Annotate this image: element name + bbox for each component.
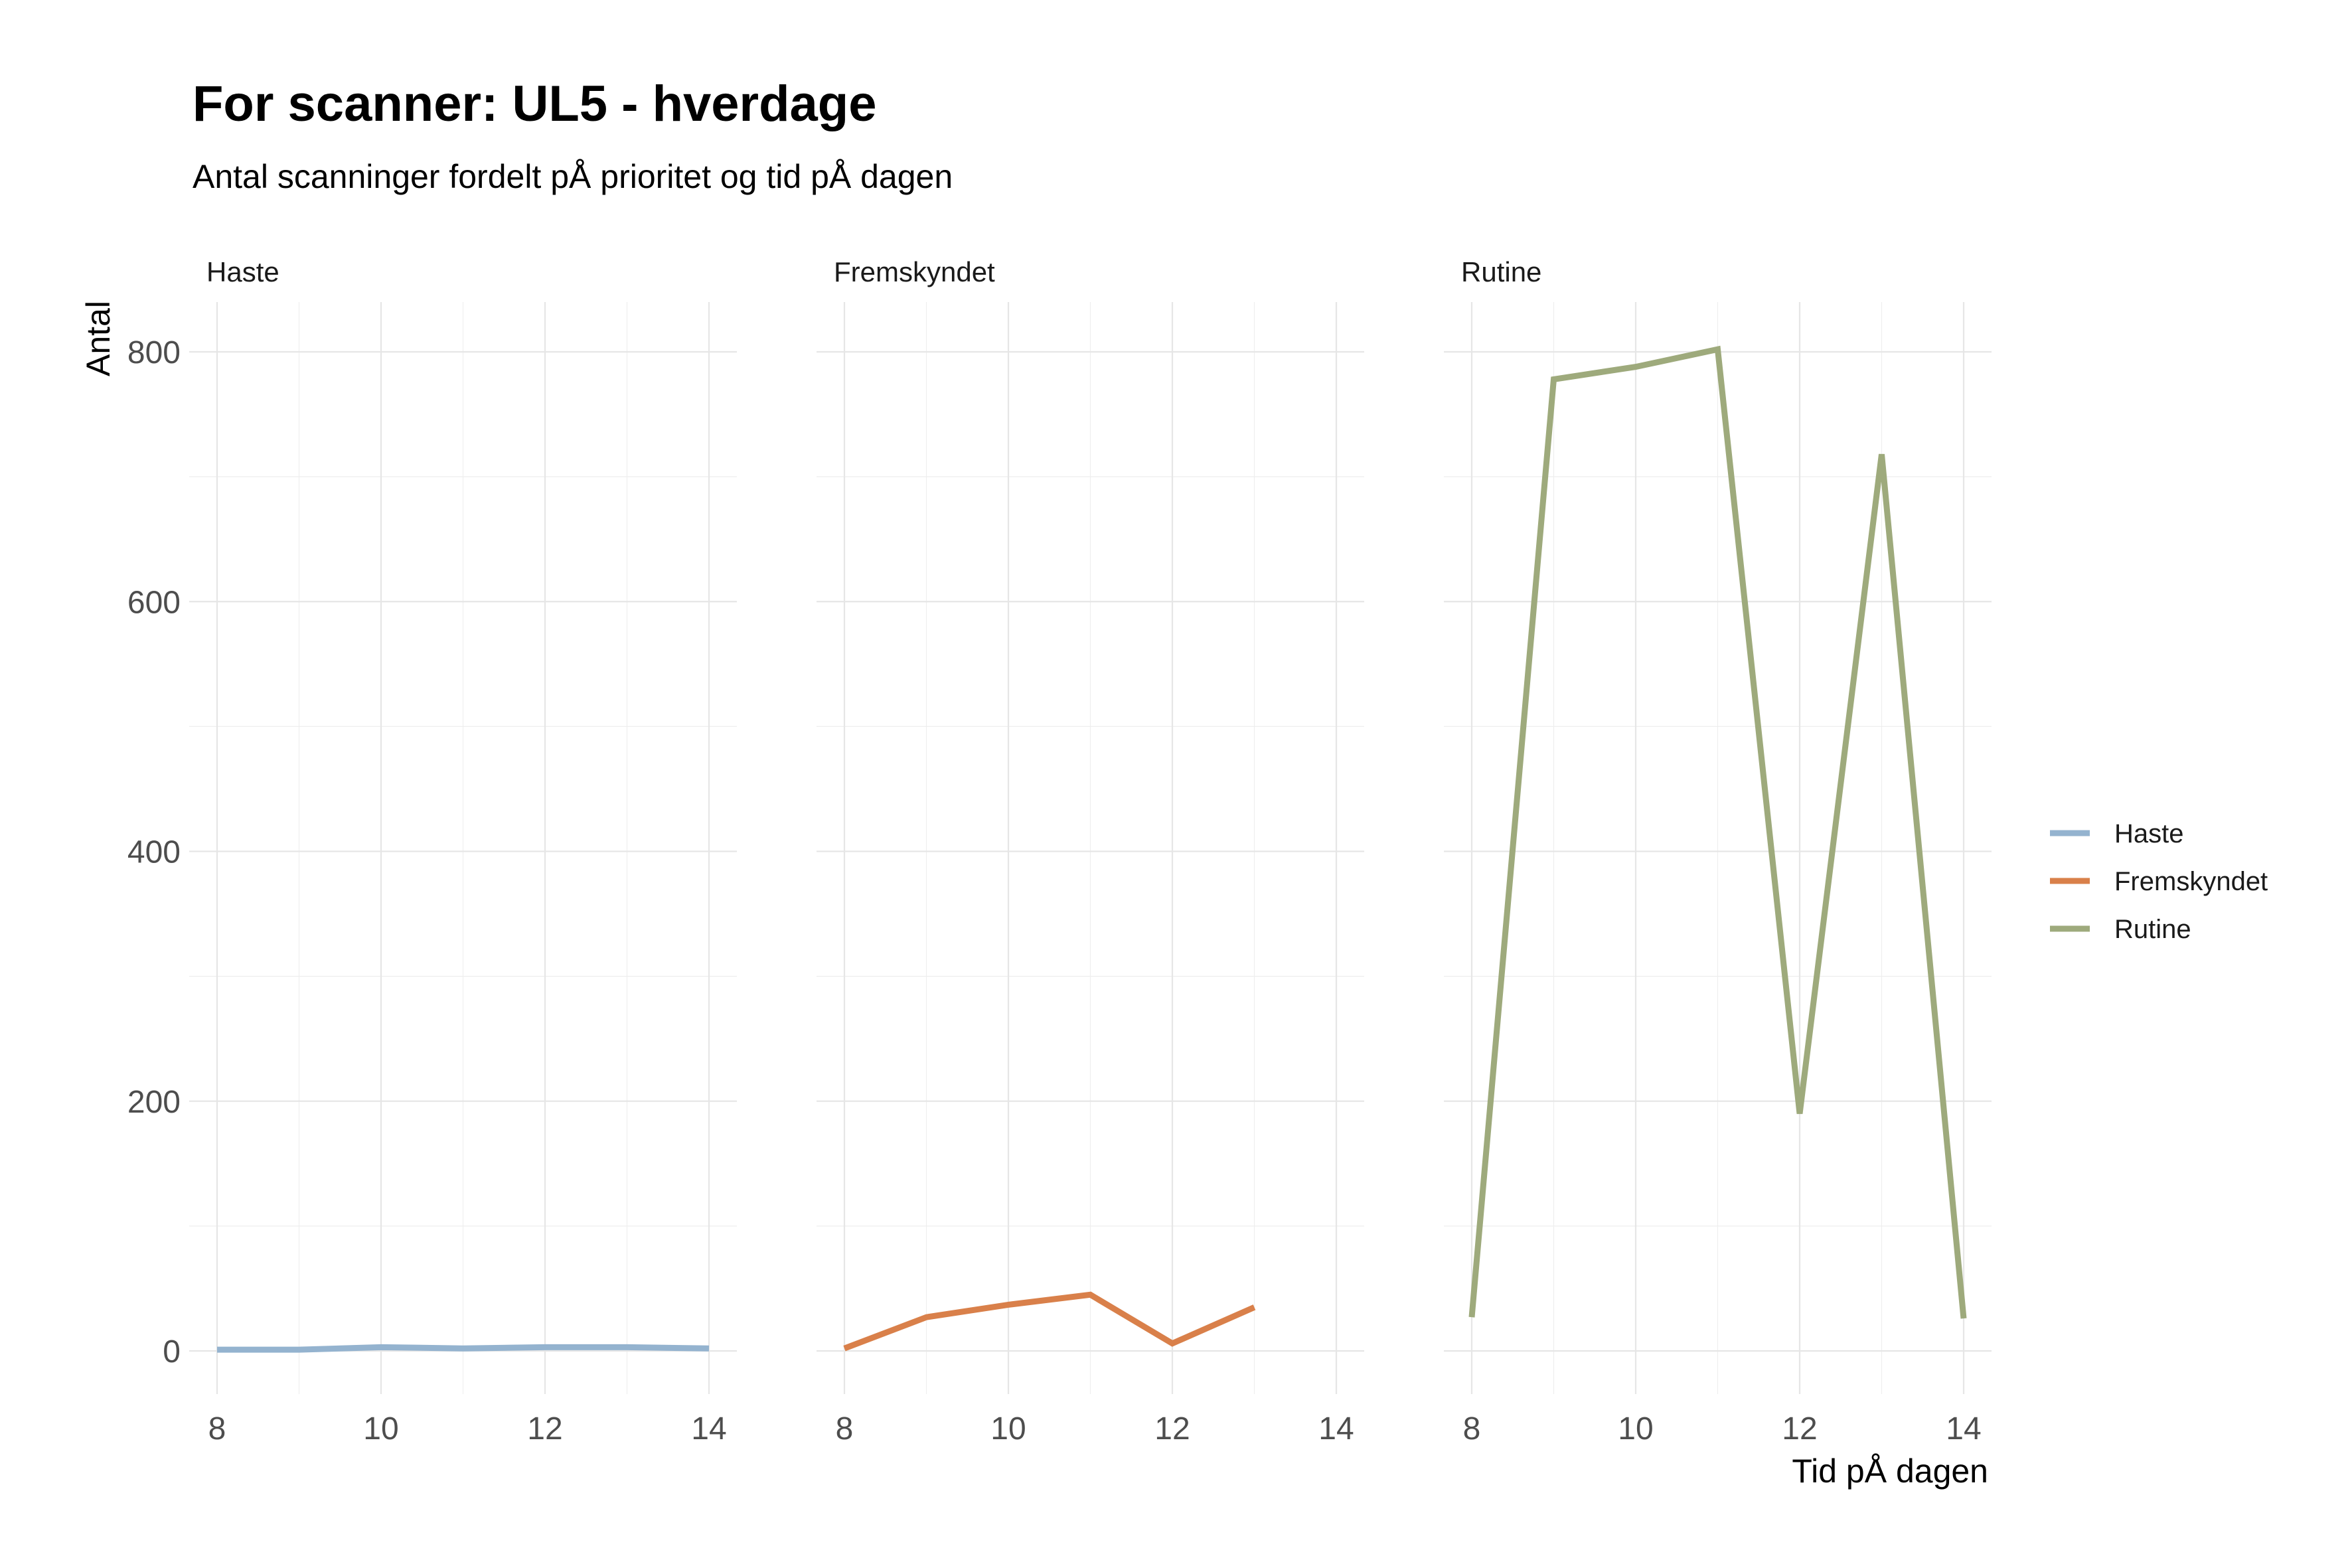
facet-panel-rutine: Rutine 8 10 12 14 [1444,256,1992,1447]
legend-label-haste: Haste [2114,819,2184,848]
x-tick-label: 8 [208,1411,226,1447]
y-tick-label: 0 [163,1334,181,1370]
series-line-fremskyndet [843,1291,1256,1352]
x-tick-label: 8 [836,1411,854,1447]
x-tick-label: 12 [1154,1411,1190,1447]
legend-label-fremskyndet: Fremskyndet [2114,867,2268,896]
y-tick-label: 400 [127,835,181,870]
series-line-haste [217,1344,710,1353]
facet-label-haste: Haste [206,256,279,287]
x-tick-label: 14 [1946,1411,1981,1447]
x-tick-label: 14 [1318,1411,1354,1447]
x-tick-label: 12 [1782,1411,1817,1447]
chart-title: For scanner: UL5 - hverdage [193,76,877,132]
y-tick-label: 600 [127,585,181,620]
facet-label-fremskyndet: Fremskyndet [834,256,995,287]
x-tick-label: 10 [363,1411,398,1447]
facet-panel-fremskyndet: Fremskyndet 8 10 12 14 [817,256,1364,1447]
x-tick-label: 12 [527,1411,562,1447]
facets-layer: Haste 8 10 12 14 0 200 400 600 800 Fremskyndet 8 10 1… [127,256,1992,1447]
facet-panel-haste: Haste 8 10 12 14 0 200 400 600 800 [127,256,737,1447]
y-axis-title: Antal [80,301,117,376]
x-tick-label: 10 [1618,1411,1653,1447]
y-tick-label: 800 [127,335,181,370]
x-tick-label: 8 [1463,1411,1481,1447]
chart-subtitle: Antal scanninger fordelt pÅ prioritet og… [193,158,953,195]
x-tick-label: 10 [990,1411,1026,1447]
facet-label-rutine: Rutine [1461,256,1541,287]
x-axis-title: Tid pÅ dagen [1792,1452,1988,1490]
legend: Haste Fremskyndet Rutine [2050,819,2268,944]
series-line-rutine [1468,345,1967,1319]
y-tick-label: 200 [127,1085,181,1120]
x-tick-label: 14 [691,1411,726,1447]
legend-label-rutine: Rutine [2114,915,2191,944]
